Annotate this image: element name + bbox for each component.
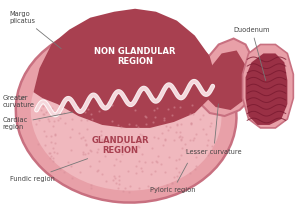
Polygon shape (195, 39, 257, 116)
Text: Margo
plicatus: Margo plicatus (10, 11, 61, 49)
Text: GLANDULAR
REGION: GLANDULAR REGION (91, 136, 149, 155)
Text: Greater
curvature: Greater curvature (2, 95, 34, 108)
Polygon shape (246, 53, 287, 125)
Text: Pyloric region: Pyloric region (150, 163, 196, 194)
Text: Lesser curvature: Lesser curvature (186, 104, 242, 155)
Polygon shape (243, 44, 293, 128)
Text: NON GLANDULAR
REGION: NON GLANDULAR REGION (94, 47, 176, 66)
Polygon shape (34, 9, 216, 128)
Ellipse shape (16, 24, 236, 203)
Polygon shape (204, 50, 248, 110)
Text: Fundic region: Fundic region (10, 159, 88, 182)
Text: Duodenum: Duodenum (234, 27, 270, 80)
Text: Cardiac
region: Cardiac region (2, 112, 73, 130)
Ellipse shape (31, 35, 221, 191)
